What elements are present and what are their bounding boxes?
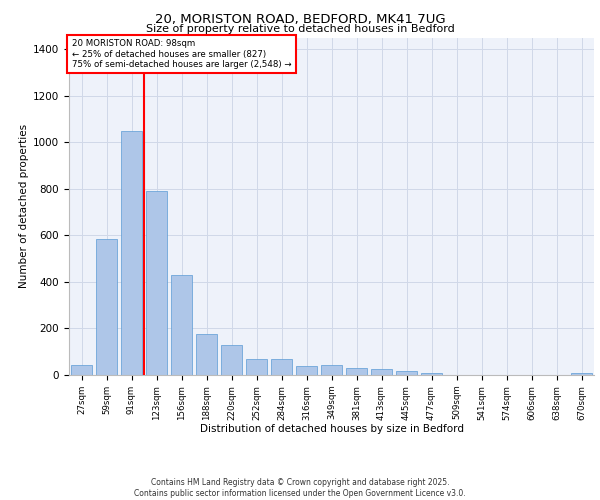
Bar — [571, 372, 592, 375]
Bar — [421, 372, 442, 375]
Bar — [296, 366, 317, 375]
Text: Size of property relative to detached houses in Bedford: Size of property relative to detached ho… — [146, 24, 454, 34]
Bar — [96, 239, 117, 375]
Text: 20 MORISTON ROAD: 98sqm
← 25% of detached houses are smaller (827)
75% of semi-d: 20 MORISTON ROAD: 98sqm ← 25% of detache… — [71, 39, 291, 69]
Bar — [246, 359, 267, 375]
Bar — [196, 334, 217, 375]
Bar — [146, 191, 167, 375]
Bar — [346, 368, 367, 375]
Bar — [321, 364, 342, 375]
Bar — [271, 359, 292, 375]
Text: Contains HM Land Registry data © Crown copyright and database right 2025.
Contai: Contains HM Land Registry data © Crown c… — [134, 478, 466, 498]
Bar — [171, 275, 192, 375]
Bar — [121, 130, 142, 375]
Bar — [371, 369, 392, 375]
Bar — [221, 345, 242, 375]
X-axis label: Distribution of detached houses by size in Bedford: Distribution of detached houses by size … — [199, 424, 464, 434]
Text: 20, MORISTON ROAD, BEDFORD, MK41 7UG: 20, MORISTON ROAD, BEDFORD, MK41 7UG — [155, 12, 445, 26]
Bar — [71, 364, 92, 375]
Bar — [396, 371, 417, 375]
Y-axis label: Number of detached properties: Number of detached properties — [19, 124, 29, 288]
